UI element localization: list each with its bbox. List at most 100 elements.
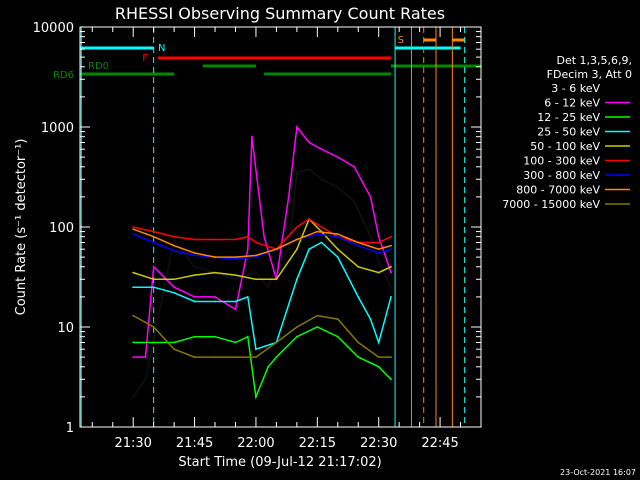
flare-flag-label: F xyxy=(142,53,148,64)
series-point-3 xyxy=(255,395,257,398)
series-point-8 xyxy=(255,254,257,257)
series-point-3 xyxy=(267,365,270,368)
series-point-5 xyxy=(255,278,257,281)
series-point-7 xyxy=(377,252,380,254)
series-point-5 xyxy=(357,265,360,268)
series-point-1 xyxy=(173,238,176,241)
series-point-1 xyxy=(377,260,380,263)
series-point-2 xyxy=(390,271,392,274)
series-point-1 xyxy=(336,186,339,189)
series-point-3 xyxy=(152,341,155,344)
series-point-7 xyxy=(152,241,155,244)
series-point-2 xyxy=(308,141,311,144)
series-point-7 xyxy=(173,249,176,252)
y-tick-label: 10 xyxy=(57,321,74,336)
series-point-8 xyxy=(390,244,392,247)
series-point-2 xyxy=(320,148,323,151)
series-point-3 xyxy=(234,341,237,344)
series-point-7 xyxy=(357,244,360,247)
series-point-4 xyxy=(369,318,372,320)
series-line-4 xyxy=(133,241,392,351)
series-point-6 xyxy=(255,241,257,244)
y-axis-ticks: 1 10 100 1000 10000 xyxy=(33,21,481,436)
series-point-6 xyxy=(193,238,196,241)
series-point-3 xyxy=(390,378,392,381)
series-point-4 xyxy=(255,348,257,351)
series-point-4 xyxy=(173,291,176,294)
series-point-3 xyxy=(336,335,339,338)
series-point-4 xyxy=(214,300,216,303)
series-point-6 xyxy=(390,235,392,238)
series-point-5 xyxy=(275,278,278,281)
series-line-9 xyxy=(132,314,391,358)
series-point-8 xyxy=(275,248,278,251)
series-point-3 xyxy=(173,341,176,344)
series-point-8 xyxy=(132,228,135,231)
series-point-6 xyxy=(246,235,249,238)
series-point-9 xyxy=(295,326,298,328)
series-point-8 xyxy=(214,256,216,259)
series-point-6 xyxy=(308,218,311,220)
series-point-3 xyxy=(316,326,319,328)
series-point-5 xyxy=(336,248,339,251)
chart-title: RHESSI Observing Summary Count Rates xyxy=(115,4,445,23)
series-point-4 xyxy=(152,286,155,289)
series-point-3 xyxy=(275,356,278,359)
plot-area xyxy=(80,27,466,427)
series-point-1 xyxy=(320,178,323,181)
series-point-9 xyxy=(390,356,392,359)
series-point-8 xyxy=(336,233,339,235)
series-point-1 xyxy=(255,271,257,274)
series-line-1 xyxy=(132,168,392,398)
series-point-1 xyxy=(295,171,298,174)
x-tick-label: 21:45 xyxy=(176,436,213,451)
x-tick-label: 22:15 xyxy=(299,436,336,451)
series-point-4 xyxy=(234,300,237,303)
series-point-2 xyxy=(263,235,266,238)
series-point-4 xyxy=(193,300,196,303)
series-point-2 xyxy=(295,126,298,128)
series-point-5 xyxy=(193,274,196,277)
series-point-3 xyxy=(132,341,135,344)
series-point-1 xyxy=(390,286,392,289)
series-point-8 xyxy=(234,256,237,259)
legend-label: 50 - 100 keV xyxy=(530,140,600,153)
series-point-7 xyxy=(336,235,339,238)
series-point-6 xyxy=(152,230,155,233)
y-tick-label: 10000 xyxy=(33,21,74,36)
series-point-6 xyxy=(295,226,298,228)
legend: Det 1,3,5,6,9, FDecim 3, Att 0 3 - 6 keV… xyxy=(502,54,632,211)
series-point-1 xyxy=(267,286,270,289)
series-point-5 xyxy=(234,274,237,277)
series-point-4 xyxy=(295,278,298,281)
series-point-1 xyxy=(275,265,278,268)
series-point-2 xyxy=(152,265,155,268)
series-point-5 xyxy=(152,278,155,281)
series-point-4 xyxy=(308,248,311,251)
series-point-6 xyxy=(320,226,323,228)
series-point-7 xyxy=(255,256,257,259)
series-point-2 xyxy=(353,165,356,168)
series-point-6 xyxy=(234,238,237,241)
series-point-2 xyxy=(132,356,135,359)
series-point-2 xyxy=(369,195,372,198)
series-point-7 xyxy=(193,254,196,257)
series-point-4 xyxy=(320,241,323,244)
plot-frame xyxy=(79,26,482,428)
x-tick-label: 22:45 xyxy=(421,436,458,451)
series-point-1 xyxy=(144,378,147,381)
legend-header-2: FDecim 3, Att 0 xyxy=(547,68,632,81)
series-point-5 xyxy=(214,271,216,274)
series-point-4 xyxy=(377,341,380,344)
series-point-7 xyxy=(132,233,135,235)
series-point-2 xyxy=(287,195,290,198)
series-point-8 xyxy=(173,244,176,247)
legend-label: 3 - 6 keV xyxy=(551,82,600,95)
x-tick-label: 21:30 xyxy=(114,436,151,451)
series-point-5 xyxy=(390,265,392,268)
series-point-2 xyxy=(234,308,237,311)
legend-label: 6 - 12 keV xyxy=(544,97,600,110)
series-point-7 xyxy=(390,248,392,251)
series-point-7 xyxy=(234,257,237,260)
